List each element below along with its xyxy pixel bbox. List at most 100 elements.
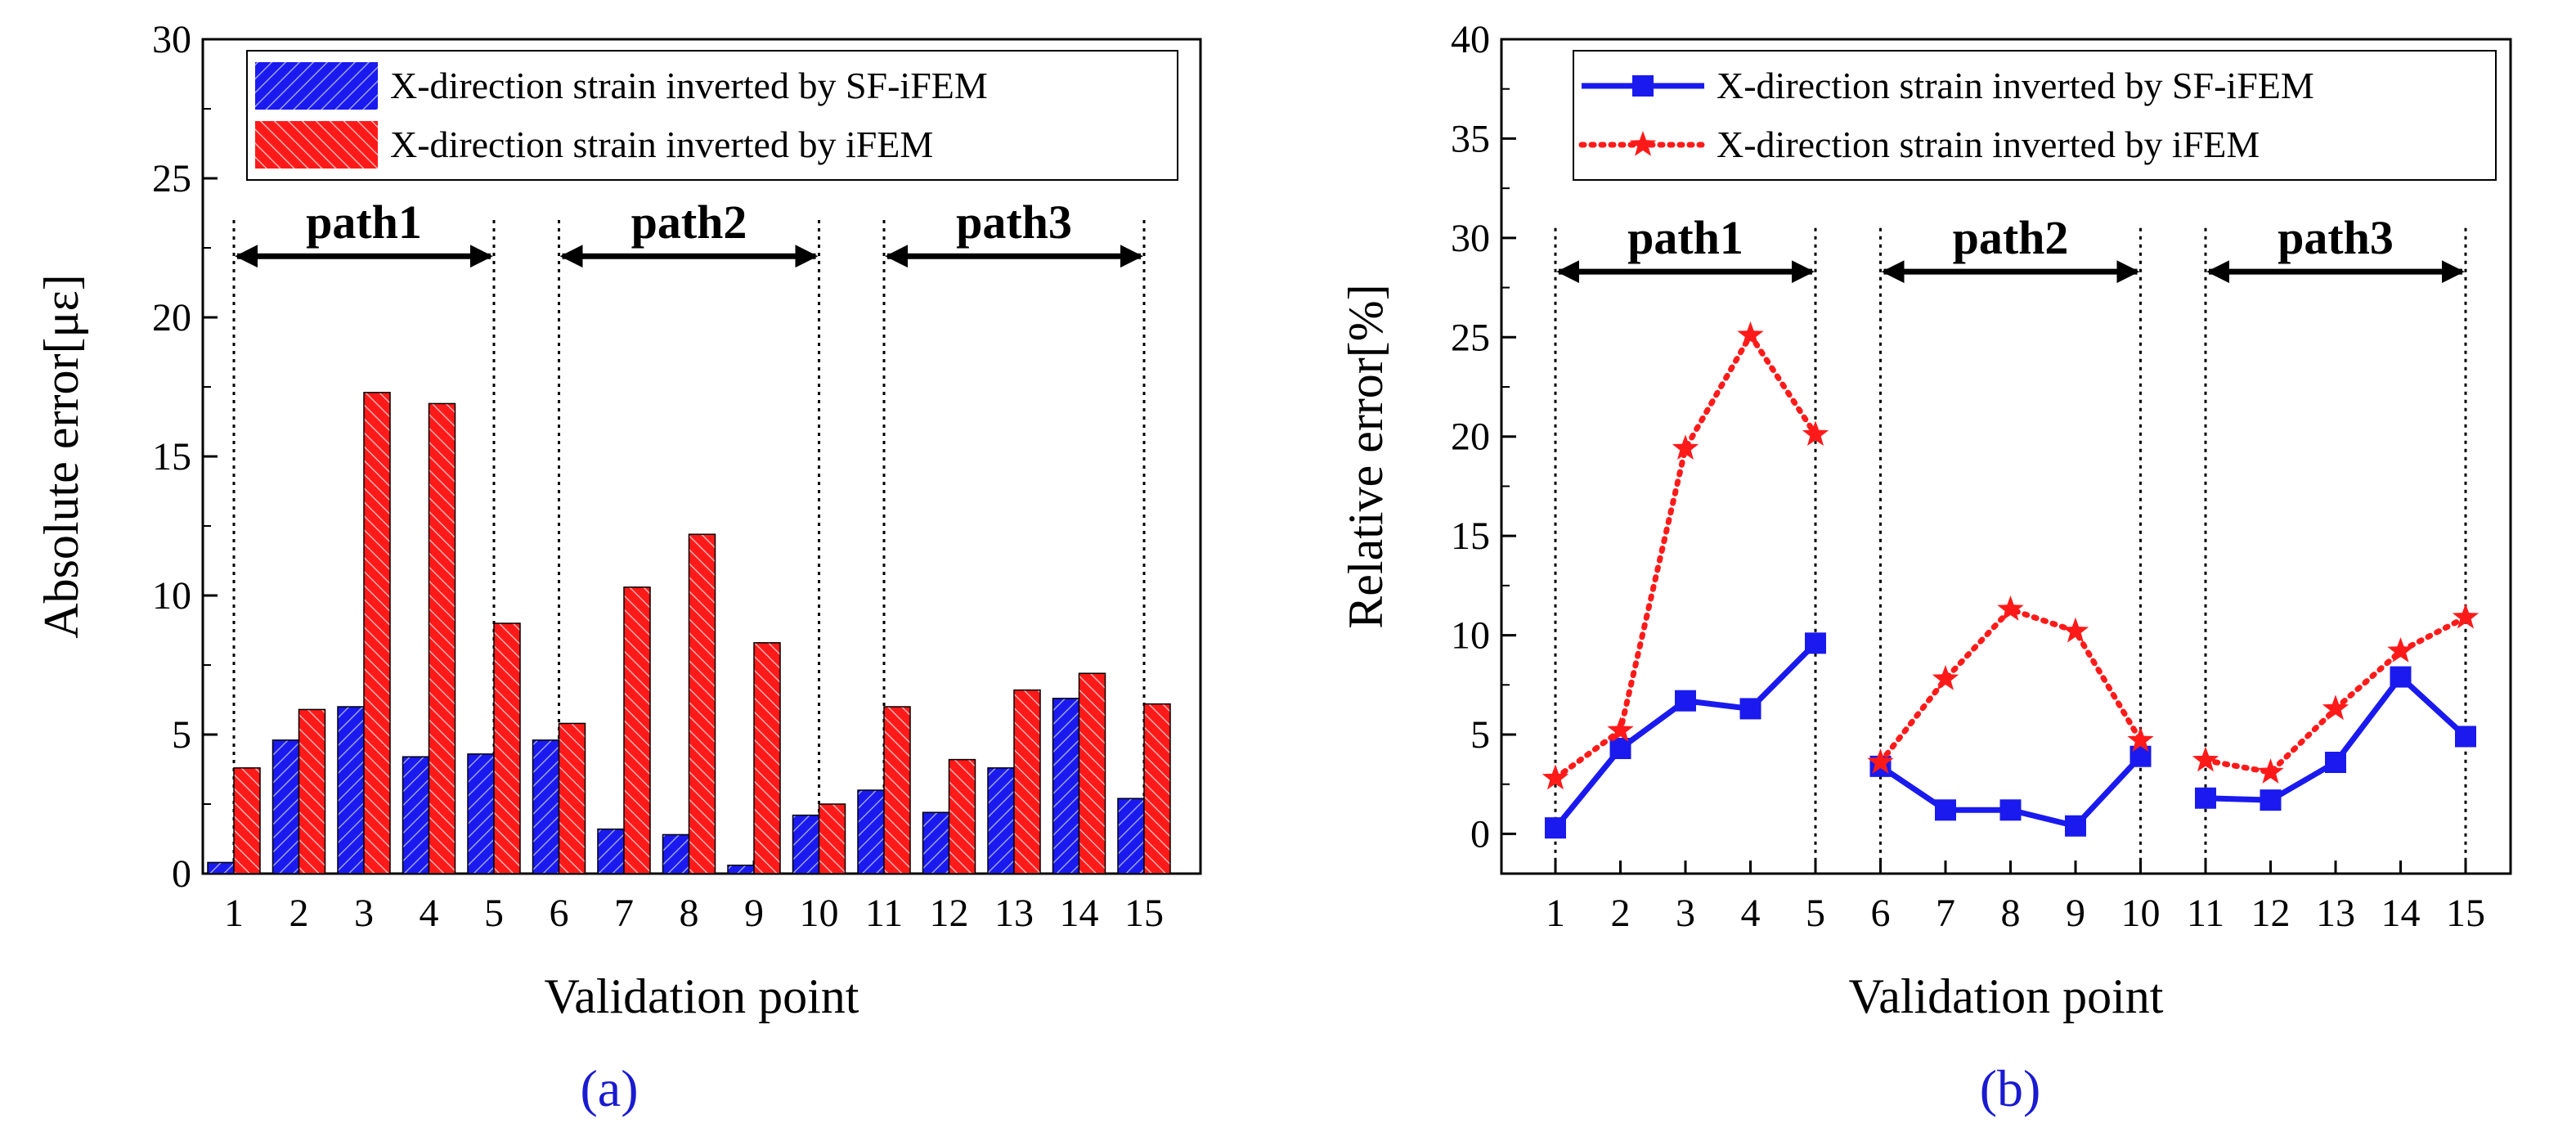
bar-ifem [558, 722, 586, 874]
marker-star [2192, 746, 2219, 772]
bar-ifem [363, 392, 391, 874]
legend-swatch [255, 62, 378, 110]
bar-ifem [233, 767, 261, 874]
series-line-ifem [1878, 606, 2143, 766]
y-tick-label: 25 [152, 157, 191, 200]
x-tick-label: 12 [2251, 892, 2291, 935]
bar-ifem [818, 803, 846, 874]
x-tick-label: 12 [930, 892, 969, 935]
path-label: path1 [1627, 211, 1744, 264]
bar-sf-ifem [792, 814, 820, 874]
x-tick-label: 11 [865, 892, 903, 935]
path-label: path1 [306, 195, 422, 249]
bar-ifem [883, 706, 911, 874]
y-tick-label: 35 [1451, 117, 1490, 160]
bar-sf-ifem [922, 811, 950, 874]
marker-square [1805, 632, 1826, 654]
x-axis-title: Validation point [1849, 969, 2164, 1023]
legend-box [246, 50, 1178, 181]
x-tick-label: 7 [614, 892, 634, 935]
marker-star [2387, 637, 2414, 663]
bar-sf-ifem [402, 756, 430, 874]
x-tick-label: 6 [1871, 892, 1891, 935]
x-tick-label: 15 [2446, 892, 2485, 935]
x-tick-label: 5 [484, 892, 504, 935]
y-tick-label: 30 [152, 18, 191, 61]
marker-star [1802, 420, 1829, 446]
x-tick-label: 13 [994, 892, 1034, 935]
bar-sf-ifem [662, 834, 690, 874]
y-tick-label: 10 [1451, 614, 1490, 658]
x-tick-label: 6 [550, 892, 569, 935]
bar-sf-ifem [207, 861, 235, 874]
x-axis-title: Validation point [545, 969, 859, 1023]
x-tick-label: 9 [744, 892, 764, 935]
marker-star [2257, 758, 2284, 784]
plot-frame [1500, 38, 2512, 875]
marker-square [1935, 799, 1956, 821]
y-tick-label: 5 [1470, 713, 1490, 757]
legend-swatch [255, 121, 378, 169]
y-axis-title: Absolute error[με] [34, 274, 88, 639]
legend-marker [1632, 75, 1654, 97]
x-tick-label: 8 [680, 892, 699, 935]
marker-square [2325, 752, 2346, 773]
marker-square [1609, 738, 1631, 759]
marker-star [1867, 748, 1894, 774]
bar-sf-ifem [337, 706, 365, 874]
legend-label: X-direction strain inverted by iFEM [1717, 124, 2260, 165]
legend-label: X-direction strain inverted by SF-iFEM [1717, 65, 2314, 106]
y-tick-label: 0 [1470, 812, 1490, 856]
x-tick-label: 11 [2187, 892, 2224, 935]
legend-marker [1629, 131, 1657, 156]
bar-sf-ifem [1117, 798, 1145, 874]
marker-square [2195, 787, 2216, 809]
marker-star [1737, 321, 1764, 347]
y-tick-label: 25 [1451, 316, 1490, 359]
figure-caption: (b) [1980, 1059, 2041, 1117]
bar-sf-ifem [857, 789, 885, 874]
marker-star [1932, 665, 1959, 690]
marker-star [1997, 595, 2024, 621]
x-tick-label: 3 [1676, 892, 1695, 935]
bar-sf-ifem [597, 828, 625, 874]
x-tick-label: 10 [2121, 892, 2161, 935]
marker-star [1607, 717, 1634, 742]
y-axis-title: Relative error[%] [1339, 284, 1393, 628]
bar-ifem [1078, 672, 1106, 874]
x-tick-label: 14 [2381, 892, 2421, 935]
x-tick-label: 9 [2066, 892, 2085, 935]
y-tick-label: 15 [152, 435, 191, 479]
bar-ifem [428, 402, 456, 874]
series-line-sf-ifem [1553, 640, 1818, 830]
marker-star [2452, 603, 2480, 629]
marker-square [2065, 815, 2086, 837]
y-tick-label: 10 [152, 574, 191, 618]
legend-label: X-direction strain inverted by SF-iFEM [390, 65, 988, 106]
series-line-ifem [1552, 332, 1819, 781]
marker-star [2322, 694, 2349, 721]
marker-square [2260, 789, 2282, 811]
x-tick-label: 14 [1060, 892, 1099, 935]
bar-ifem [298, 708, 326, 874]
marker-square [2455, 726, 2476, 748]
legend-box [1573, 50, 2497, 181]
marker-square [1545, 817, 1566, 839]
x-tick-label: 1 [224, 892, 244, 935]
marker-star [2062, 617, 2089, 643]
y-tick-label: 0 [172, 852, 191, 896]
bar-ifem [688, 533, 716, 874]
bar-ifem [1013, 689, 1041, 874]
bar-ifem [753, 642, 781, 874]
x-tick-label: 7 [1936, 892, 1955, 935]
legend-label: X-direction strain inverted by iFEM [390, 124, 933, 165]
marker-star [1672, 434, 1699, 460]
x-tick-label: 8 [2001, 892, 2021, 935]
marker-star [1542, 764, 1569, 790]
x-tick-label: 10 [800, 892, 839, 935]
y-tick-label: 20 [1451, 416, 1490, 459]
x-tick-label: 13 [2316, 892, 2355, 935]
